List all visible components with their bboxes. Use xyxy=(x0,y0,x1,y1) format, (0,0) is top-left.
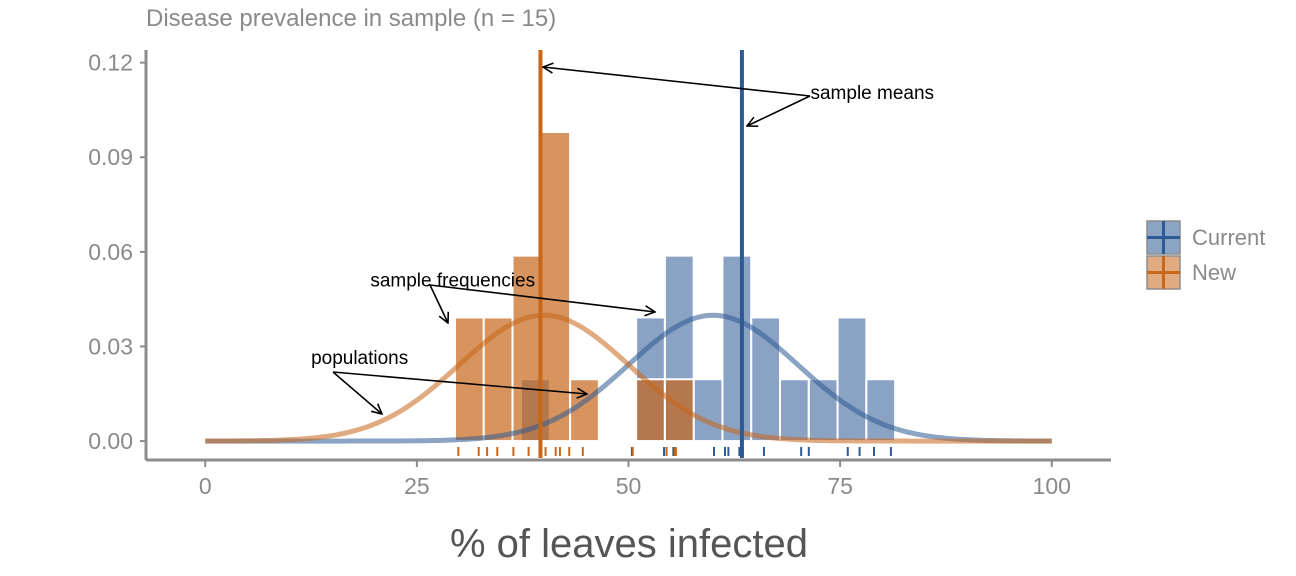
legend-label-new: New xyxy=(1192,260,1236,285)
bar-current-4 xyxy=(750,316,782,443)
x-tick-label-0: 0 xyxy=(199,473,212,499)
arrow-means-new xyxy=(543,67,811,97)
bar-new-1 xyxy=(482,316,514,443)
annotations: sample means sample frequencies populati… xyxy=(311,67,934,414)
population-curve-current xyxy=(205,312,1052,444)
x-tick-label-3: 75 xyxy=(827,473,853,499)
chart-title: Disease prevalence in sample (n = 15) xyxy=(146,5,556,32)
bar-current-2 xyxy=(692,378,724,443)
annotation-sample-means: sample means xyxy=(810,83,934,104)
y-tick-label-2: 0.06 xyxy=(88,239,133,265)
arrow-freq-right xyxy=(429,284,655,312)
x-ticks: 0 25 50 75 100 xyxy=(199,460,1071,499)
x-axis-label: % of leaves infected xyxy=(450,522,808,566)
bar-new-5 xyxy=(635,378,666,443)
legend-item-current: Current xyxy=(1146,220,1265,255)
sample-rug xyxy=(457,447,892,456)
arrow-means-current xyxy=(747,95,811,126)
x-tick-label-1: 25 xyxy=(404,473,430,499)
legend-label-current: Current xyxy=(1192,225,1265,250)
bar-new-2 xyxy=(511,254,543,443)
bar-current-8 xyxy=(865,378,897,443)
population-curve-new xyxy=(205,312,1052,444)
y-tick-label-3: 0.09 xyxy=(88,144,133,170)
annotation-arrows xyxy=(332,67,811,414)
x-tick-label-2: 50 xyxy=(616,473,642,499)
arrow-freq-left xyxy=(429,284,448,323)
y-tick-label-1: 0.03 xyxy=(88,333,133,359)
y-tick-label-4: 0.12 xyxy=(88,50,133,76)
annotation-sample-frequencies: sample frequencies xyxy=(370,271,535,292)
x-tick-label-4: 100 xyxy=(1033,473,1071,499)
new-histogram xyxy=(453,131,695,443)
bar-new-0 xyxy=(453,316,485,443)
axes xyxy=(144,50,1111,462)
y-ticks: 0.00 0.03 0.06 0.09 0.12 xyxy=(88,50,146,454)
population-curves xyxy=(205,312,1052,444)
bar-current-5 xyxy=(779,378,810,443)
legend: Current New xyxy=(1146,220,1265,290)
arrow-pop-left xyxy=(332,371,382,414)
annotation-populations: populations xyxy=(311,348,408,369)
bar-current-7 xyxy=(836,316,868,443)
arrow-pop-right xyxy=(332,371,587,394)
y-tick-label-0: 0.00 xyxy=(88,428,133,454)
legend-item-new: New xyxy=(1146,255,1236,290)
bar-new-3 xyxy=(540,131,572,443)
bar-current-3 xyxy=(721,254,753,443)
